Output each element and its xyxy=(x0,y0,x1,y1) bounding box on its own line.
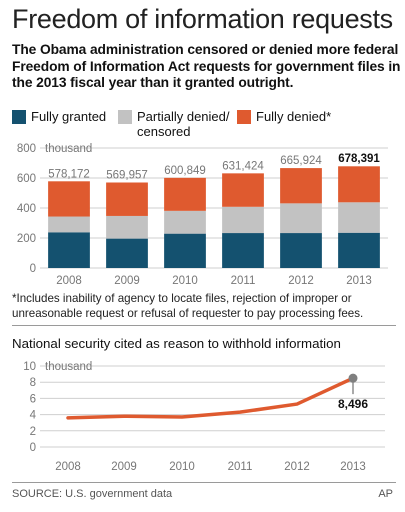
bar-segment-fully-denied xyxy=(222,173,264,207)
legend-item-fully-granted: Fully granted xyxy=(12,109,106,124)
y-tick-label: 0 xyxy=(30,442,36,454)
credit: AP xyxy=(378,488,393,500)
legend-swatch-partially-denied xyxy=(118,110,132,124)
legend-label-partially-denied: Partially denied/ censored xyxy=(137,109,230,139)
x-tick-label: 2008 xyxy=(55,461,81,473)
bar-segment-partially-denied-censored xyxy=(280,203,322,234)
bar-segment-fully-denied xyxy=(164,177,206,211)
legend-item-fully-denied: Fully denied* xyxy=(237,109,331,124)
bar-total-label: 678,391 xyxy=(338,153,380,165)
bar-segment-partially-denied-censored xyxy=(222,206,264,234)
footnote: *Includes inability of agency to locate … xyxy=(12,292,364,320)
bar-segment-fully-granted xyxy=(48,232,90,268)
y-tick-label: 6 xyxy=(30,393,36,405)
bar-segment-partially-denied-censored xyxy=(106,215,148,239)
line-chart-title: National security cited as reason to wit… xyxy=(12,336,341,351)
y-tick-label: 4 xyxy=(30,410,37,422)
legend-item-partially-denied: Partially denied/ censored xyxy=(118,109,236,139)
x-tick-label: 2009 xyxy=(111,461,137,473)
y-tick-label: 0 xyxy=(30,263,36,275)
page-title: Freedom of information requests xyxy=(12,4,393,34)
line-series xyxy=(66,376,355,420)
x-tick-label: 2011 xyxy=(228,461,253,473)
bar-segment-fully-granted xyxy=(222,233,264,268)
y-tick-label: 200 xyxy=(17,233,36,245)
bar-total-label: 631,424 xyxy=(222,160,264,172)
bar-segment-partially-denied-censored xyxy=(48,216,90,233)
bar-segment-partially-denied-censored xyxy=(164,210,206,234)
x-tick-label: 2010 xyxy=(172,275,198,287)
bar-segment-fully-granted xyxy=(164,233,206,268)
bar-segment-fully-denied xyxy=(338,166,380,203)
y-tick-label: 600 xyxy=(17,173,36,185)
y-tick-label: 800 xyxy=(17,143,36,155)
endpoint-marker xyxy=(348,373,358,383)
bar-total-label: 569,957 xyxy=(106,170,148,182)
x-tick-label: 2012 xyxy=(284,461,310,473)
bar-segment-fully-denied xyxy=(48,181,90,217)
bar-segment-fully-denied xyxy=(106,182,148,216)
y-tick-label: 2 xyxy=(30,426,36,438)
line-chart: 0 2 4 6 8 10 thousand 8,496 2008 2009 2010 2011 2012… xyxy=(23,361,385,473)
x-tick-label: 2008 xyxy=(56,275,82,287)
footer-divider xyxy=(12,482,396,483)
source-note: SOURCE: U.S. government data xyxy=(12,488,173,500)
y-tick-label: 10 xyxy=(23,361,36,373)
bar-total-label: 600,849 xyxy=(164,165,206,177)
bar-segment-fully-granted xyxy=(106,238,148,268)
x-tick-label: 2011 xyxy=(231,275,256,287)
y-unit-label: thousand xyxy=(45,143,92,155)
bar-segment-fully-granted xyxy=(280,233,322,268)
x-tick-label: 2013 xyxy=(340,461,366,473)
x-tick-label: 2009 xyxy=(114,275,140,287)
y-unit-label: thousand xyxy=(45,361,92,373)
endpoint-value-label: 8,496 xyxy=(338,397,368,411)
bar-total-label: 665,924 xyxy=(280,155,322,167)
bar-segment-fully-denied xyxy=(280,168,322,204)
y-tick-label: 400 xyxy=(17,203,36,215)
x-tick-label: 2013 xyxy=(346,275,372,287)
page-subtitle: The Obama administration censored or den… xyxy=(12,42,401,90)
stacked-bar-chart: 0 200 400 600 800 thousand 578,172 2008 569,957 2… xyxy=(17,143,388,287)
bar-segment-fully-granted xyxy=(338,232,380,268)
bar-segment-partially-denied-censored xyxy=(338,202,380,233)
bar-total-label: 578,172 xyxy=(48,168,90,180)
legend-swatch-fully-denied xyxy=(237,110,251,124)
section-divider xyxy=(12,325,396,326)
x-tick-label: 2010 xyxy=(169,461,195,473)
legend-swatch-fully-granted xyxy=(12,110,26,124)
x-tick-label: 2012 xyxy=(288,275,314,287)
legend-label-fully-granted: Fully granted xyxy=(31,109,107,124)
legend-label-fully-denied: Fully denied* xyxy=(256,109,332,124)
y-tick-label: 8 xyxy=(30,377,36,389)
